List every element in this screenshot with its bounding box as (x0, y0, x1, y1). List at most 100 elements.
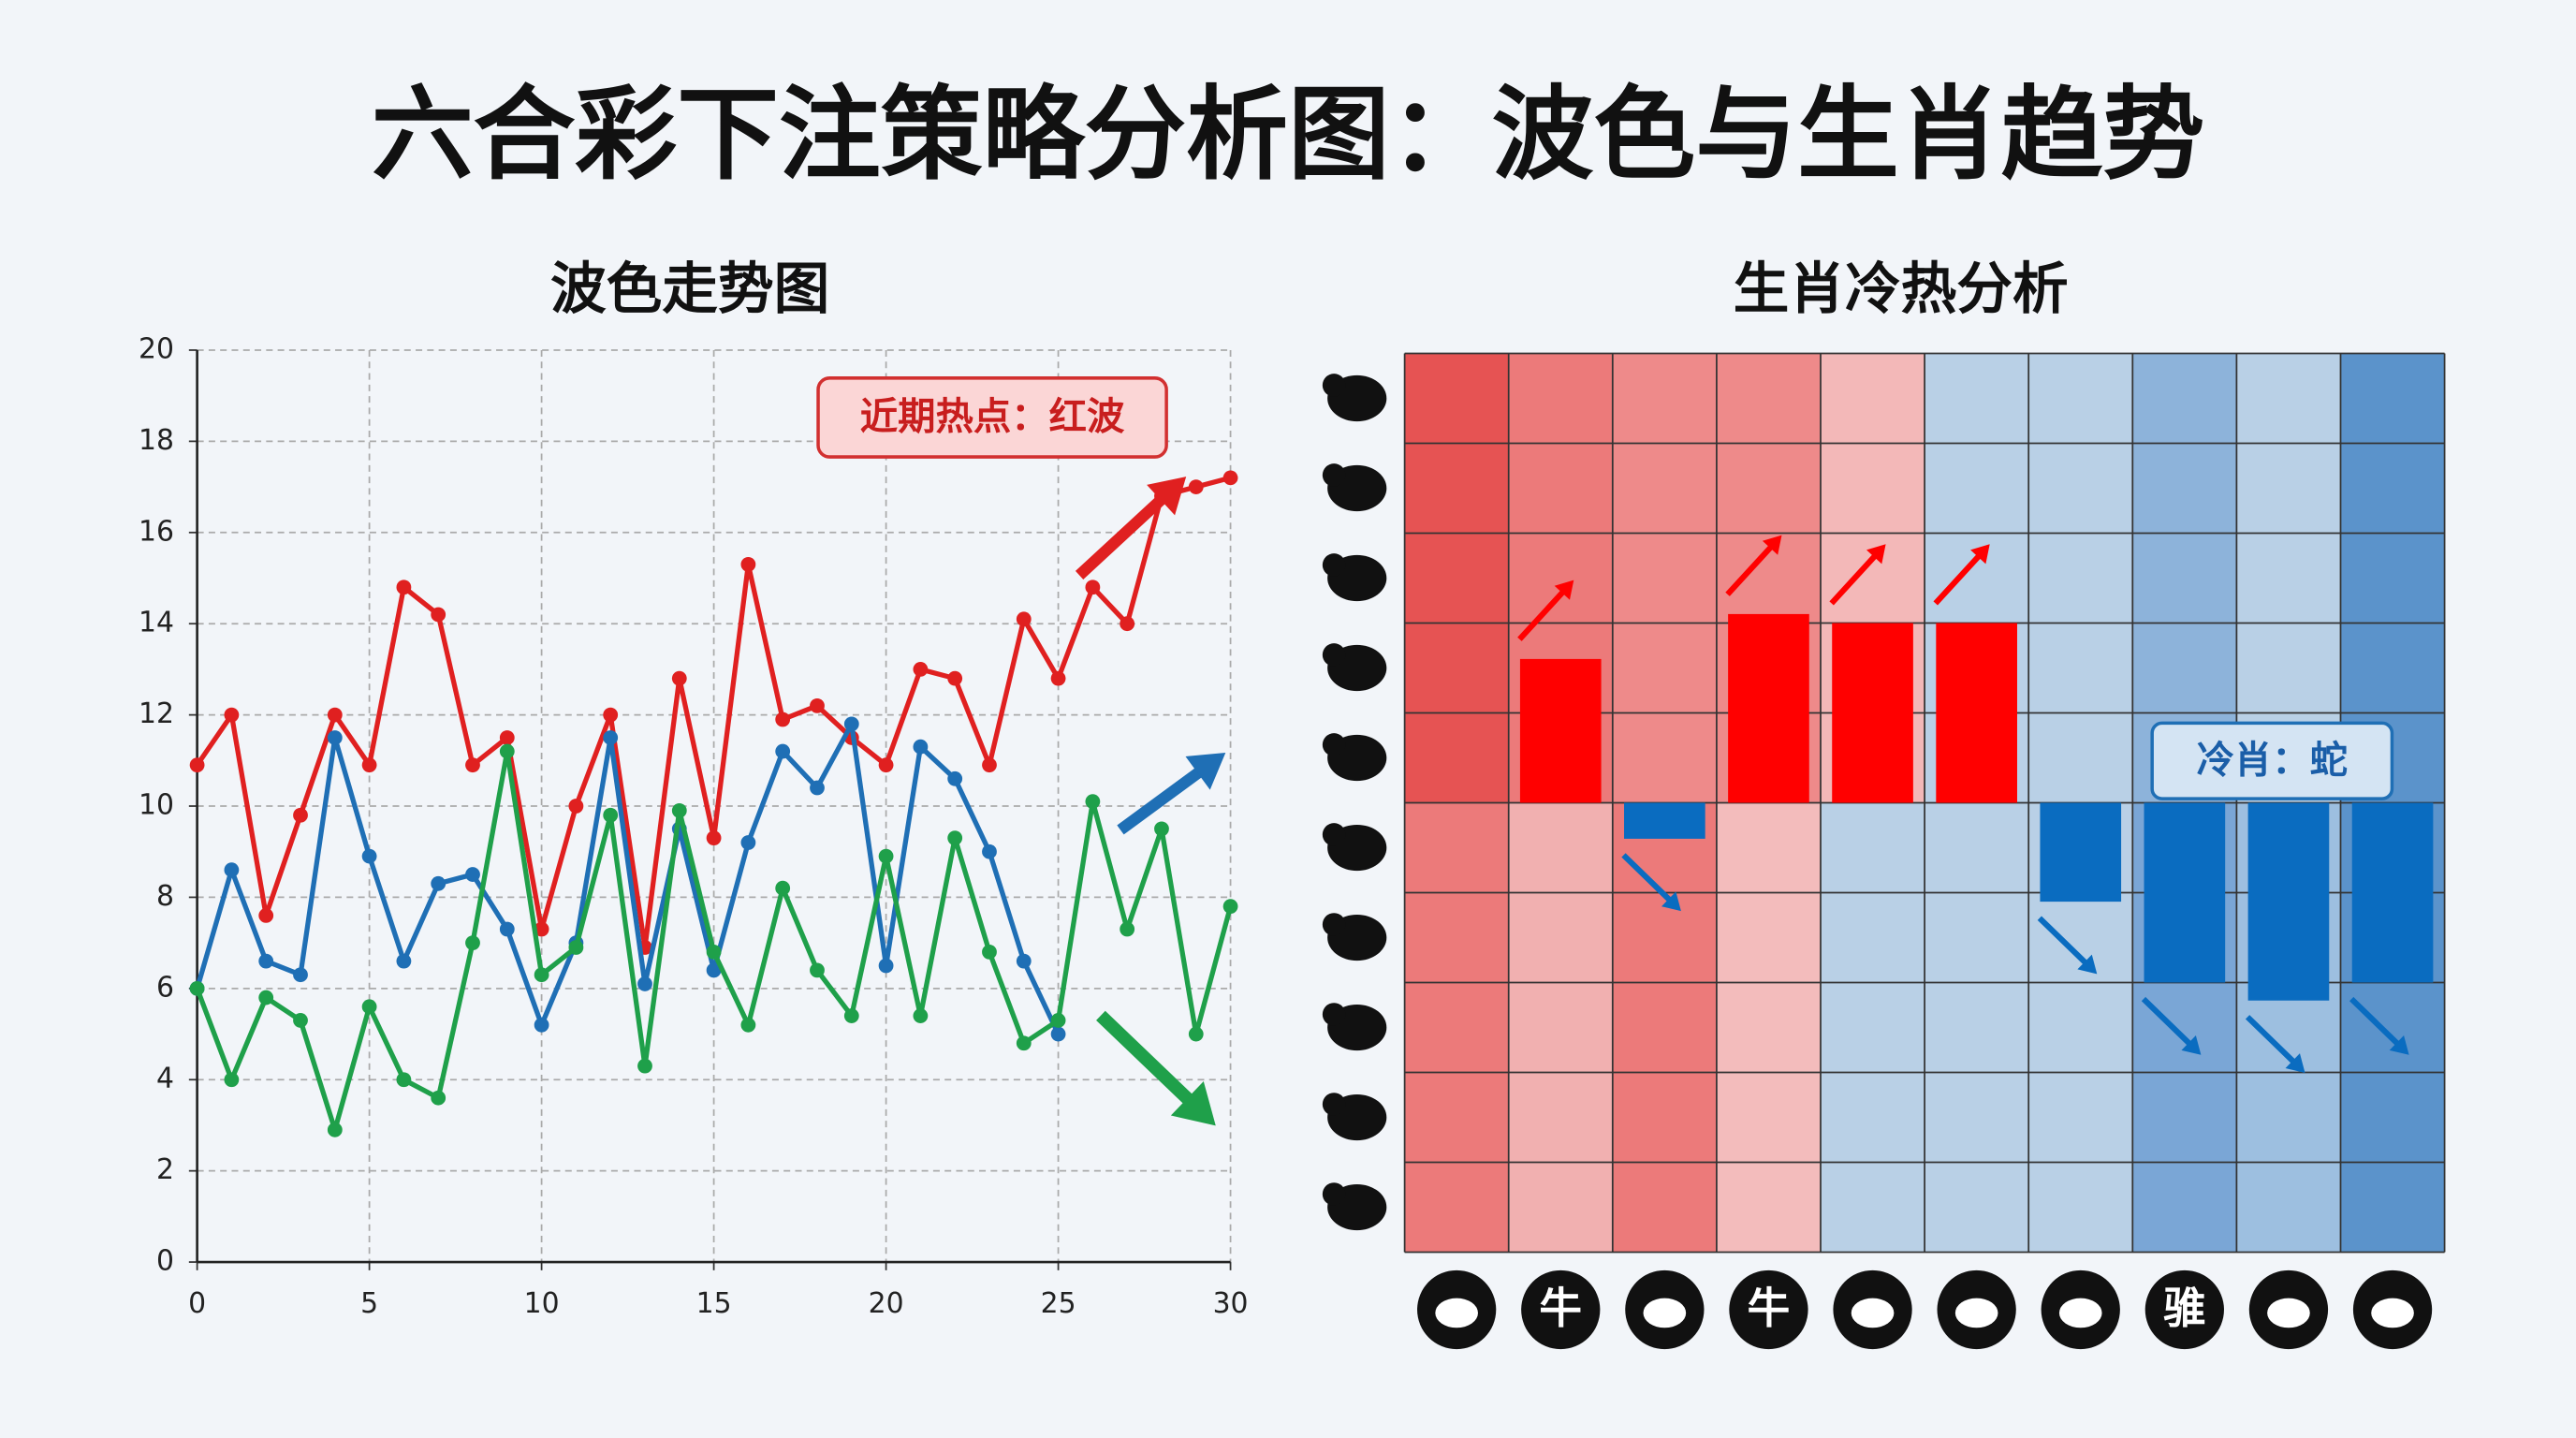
trend-arrow (1117, 764, 1208, 835)
column-icon-glyph (2267, 1298, 2310, 1328)
data-point (465, 935, 480, 951)
column-icon (1729, 1269, 1808, 1350)
chart-title: 生肖冷热分析 (1734, 257, 2069, 322)
row-icon (1322, 1093, 1346, 1116)
trend-arrow (2245, 1015, 2298, 1065)
heat-cell (1508, 802, 1613, 1253)
data-point (499, 743, 515, 759)
column-icon-glyph (1954, 1298, 1998, 1328)
bar (2247, 802, 2330, 1001)
data-point (843, 1008, 859, 1023)
trend-arrow-head (1866, 544, 1886, 565)
data-point (1016, 953, 1032, 969)
data-point (293, 967, 308, 983)
data-point (568, 799, 584, 814)
annotation-box (2150, 721, 2394, 800)
data-point (327, 707, 343, 723)
data-point (431, 607, 446, 623)
data-point (361, 999, 377, 1015)
y-tick-label: 4 (156, 1063, 174, 1095)
data-point (568, 940, 584, 955)
data-point (431, 875, 446, 891)
page-title: 六合彩下注策略分析图：波色与生肖趋势 (372, 75, 2204, 194)
data-point (913, 1008, 929, 1023)
data-point (843, 716, 859, 732)
data-point (810, 697, 825, 713)
data-point (637, 1058, 652, 1074)
heat-cell (1925, 802, 2029, 1253)
data-point (224, 1072, 240, 1088)
y-tick-label: 10 (139, 789, 174, 822)
data-point (499, 730, 515, 745)
data-point (706, 962, 722, 978)
row-icon (1322, 913, 1346, 936)
trend-arrow (1829, 552, 1879, 606)
x-tick-label: 30 (1213, 1287, 1249, 1320)
x-tick-label: 5 (360, 1287, 378, 1320)
y-tick-label: 12 (139, 697, 174, 730)
trend-arrow-head (1554, 580, 1574, 600)
data-point (224, 707, 240, 723)
y-tick-label: 18 (139, 424, 174, 457)
data-point (706, 944, 722, 960)
data-point (361, 757, 377, 773)
data-point (1154, 821, 1169, 837)
y-tick-label: 2 (156, 1153, 174, 1186)
data-point (499, 921, 515, 937)
data-point (740, 556, 756, 572)
data-point (671, 670, 687, 686)
y-tick-label: 0 (156, 1245, 174, 1278)
annotation-box (816, 376, 1168, 459)
data-point (740, 835, 756, 850)
column-icon-glyph (1435, 1298, 1478, 1328)
bar (2144, 802, 2226, 983)
annotation: 冷肖：蛇 (2197, 739, 2348, 783)
heat-cell (1716, 802, 1822, 1253)
data-point (1085, 794, 1101, 810)
bar (1519, 658, 1602, 803)
data-point (775, 712, 791, 727)
data-point (878, 757, 894, 773)
trend-arrow-head (2285, 1053, 2305, 1073)
trend-arrow-head (1661, 891, 1681, 912)
data-point (258, 953, 274, 969)
x-tick-label: 15 (696, 1287, 732, 1320)
y-tick-label: 20 (139, 332, 174, 365)
data-point (913, 739, 929, 755)
bar (1936, 623, 2017, 803)
data-point (396, 580, 412, 595)
trend-arrow (2349, 996, 2402, 1048)
data-point (1050, 1013, 1066, 1028)
trend-arrow (1621, 853, 1674, 904)
trend-arrow (1517, 588, 1567, 641)
data-point (982, 844, 997, 859)
data-point (947, 670, 963, 686)
heat-cell (1404, 353, 1509, 803)
row-icon (1322, 1182, 1346, 1206)
y-tick-label: 16 (139, 515, 174, 548)
row-icon (1322, 553, 1346, 577)
data-point (775, 743, 791, 759)
trend-arrow-head (2181, 1034, 2202, 1055)
row-icon (1322, 733, 1346, 756)
trend-arrow (2141, 996, 2193, 1048)
row-icon (1322, 643, 1346, 667)
data-point (1016, 1035, 1032, 1051)
x-tick-label: 20 (869, 1287, 904, 1320)
data-point (878, 848, 894, 864)
data-point (603, 730, 619, 745)
column-icon (1521, 1269, 1601, 1350)
column-icon (2144, 1269, 2224, 1350)
data-point (671, 802, 687, 818)
annotation: 近期热点：红波 (860, 395, 1125, 439)
heat-cell (1612, 802, 1717, 1253)
trend-arrow-head (1185, 752, 1226, 790)
data-point (913, 662, 929, 677)
data-point (1050, 670, 1066, 686)
row-icon (1322, 463, 1346, 487)
bar (2040, 802, 2122, 902)
data-point (810, 962, 825, 978)
x-tick-label: 骓 (2163, 1284, 2206, 1333)
